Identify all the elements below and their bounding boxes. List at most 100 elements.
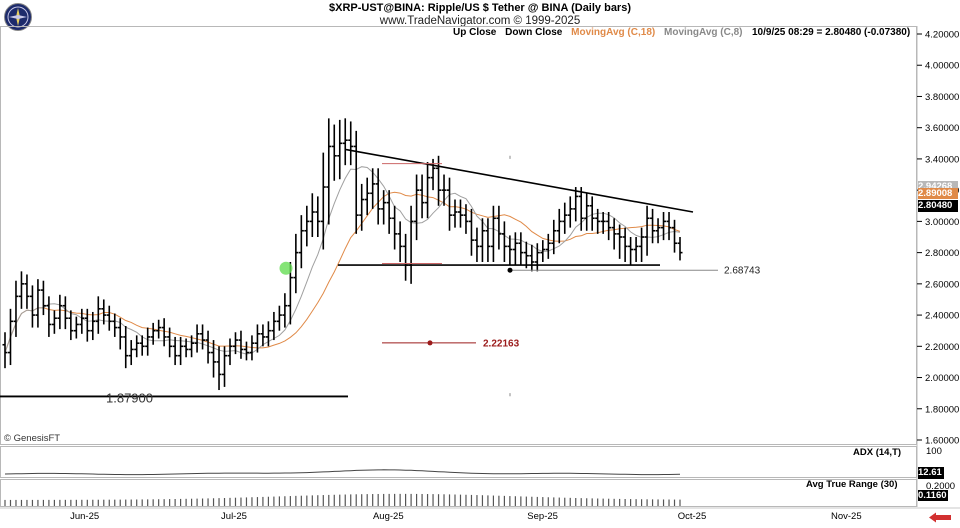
ohlc-bar: [353, 130, 359, 234]
ohlc-bar: [551, 219, 557, 255]
x-tick-label: Sep-25: [527, 511, 558, 522]
ohlc-bar: [545, 233, 551, 259]
ohlc-bar: [584, 193, 590, 231]
ohlc-bar: [540, 240, 546, 262]
ohlc-bar: [249, 335, 255, 361]
ohlc-bar: [293, 233, 299, 294]
scroll-right-arrow-icon[interactable]: [928, 510, 952, 523]
ohlc-bar: [606, 212, 612, 241]
low-level-label: 2.68743: [724, 266, 761, 277]
ohlc-bar: [40, 280, 46, 316]
x-tick-label: Oct-25: [678, 511, 707, 522]
legend-ma18: MovingAvg (C,18): [571, 27, 656, 38]
low-level-dot: [507, 267, 513, 273]
ohlc-bar: [309, 193, 315, 237]
y-tick-label: 2.20000: [925, 342, 959, 353]
ohlc-bar: [238, 330, 244, 359]
y-tick-label: 2.40000: [925, 311, 959, 322]
y-tick-label: 4.00000: [925, 61, 959, 72]
ohlc-bar: [139, 335, 145, 356]
ohlc-bar: [276, 305, 282, 331]
ohlc-bar: [73, 316, 79, 339]
y-tick-label: 3.60000: [925, 123, 959, 134]
ohlc-bar: [112, 313, 118, 337]
atr-panel-frame: [0, 479, 917, 507]
ohlc-bar: [666, 212, 672, 241]
quote-readout: 10/9/25 08:29 = 2.80480 (-0.07380): [752, 27, 911, 38]
ohlc-bar: [633, 237, 639, 262]
ohlc-bar: [194, 324, 200, 353]
x-tick-label: Nov-25: [831, 511, 862, 522]
ohlc-bar: [441, 174, 447, 206]
ohlc-bar: [62, 296, 68, 330]
ohlc-bar: [167, 327, 173, 358]
x-tick-label: Jun-25: [70, 511, 99, 522]
ohlc-bar: [359, 183, 365, 231]
ohlc-bar: [523, 241, 529, 269]
ohlc-bar: [364, 177, 370, 216]
ohlc-bar: [150, 322, 156, 345]
ohlc-bar: [430, 158, 436, 191]
ohlc-bar: [123, 326, 129, 369]
y-tick-label: 2.80000: [925, 248, 959, 259]
ohlc-bar: [227, 338, 233, 366]
ohlc-bar: [13, 280, 19, 337]
ohlc-bar: [18, 271, 24, 309]
ohlc-bar: [200, 324, 206, 350]
upper-trendline: [345, 148, 694, 213]
adx-value-box: 12.61: [918, 467, 944, 479]
chart-title: $XRP-UST@BINA: Ripple/US $ Tether @ BINA…: [329, 2, 631, 14]
ohlc-bar: [611, 218, 617, 250]
ohlc-bar: [639, 227, 645, 262]
ohlc-bar: [128, 340, 134, 366]
ohlc-bar: [68, 310, 74, 341]
ohlc-bar: [397, 221, 403, 262]
y-axis: 1.60000 1.80000 2.00000 2.20000 2.40000 2.600…: [917, 30, 959, 447]
ohlc-bar: [436, 155, 442, 206]
ohlc-bar: [392, 205, 398, 250]
ohlc-bar: [320, 152, 326, 250]
ohlc-bar: [172, 336, 178, 366]
ohlc-bar: [106, 305, 112, 331]
ohlc-bar: [331, 124, 337, 181]
ohlc-bar: [145, 327, 151, 356]
ohlc-bar: [326, 118, 332, 225]
y-tick-label: 2.00000: [925, 373, 959, 384]
y-tick-label: 2.60000: [925, 279, 959, 290]
ohlc-bar: [463, 204, 469, 234]
ohlc-bar: [447, 177, 453, 231]
watermark: © GenesisFT: [4, 433, 61, 444]
ohlc-bar: [84, 308, 90, 342]
ohlc-bar: [485, 218, 491, 262]
copyright-text: www.TradeNavigator.com © 1999-2025: [379, 15, 581, 27]
last-price-box: 2.80480: [918, 200, 958, 212]
ohlc-bar: [260, 324, 266, 347]
ohlc-bar: [95, 296, 101, 334]
ohlc-bar: [29, 285, 35, 328]
support-level-label: 1.87900: [106, 390, 153, 405]
legend-up-close: Up Close: [453, 27, 497, 38]
adx-label: ADX (14,T): [853, 447, 902, 458]
ma8-layer: [4, 166, 681, 355]
ohlc-bar: [46, 296, 52, 337]
ohlc-bar: [304, 205, 310, 247]
ohlc-bar: [452, 199, 458, 228]
ohlc-bar: [282, 293, 288, 328]
ohlc-bar: [567, 196, 573, 228]
red-level-dot: [427, 340, 433, 346]
ohlc-bar: [156, 319, 162, 339]
atr-axis-tick: 0.2000: [926, 481, 956, 492]
ohlc-bar: [650, 208, 656, 244]
ohlc-bar: [216, 346, 222, 391]
ohlc-bar: [556, 208, 562, 244]
ma18-layer: [4, 191, 681, 353]
ohlc-bar: [386, 190, 392, 234]
ohlc-bar: [501, 221, 507, 262]
ohlc-bar: [35, 279, 41, 328]
atr-value-box: 0.1160: [918, 490, 948, 501]
ohlc-bar: [414, 174, 420, 241]
ohlc-bar: [51, 310, 57, 334]
ohlc-bar: [271, 311, 277, 341]
ohlc-bar: [622, 227, 628, 262]
